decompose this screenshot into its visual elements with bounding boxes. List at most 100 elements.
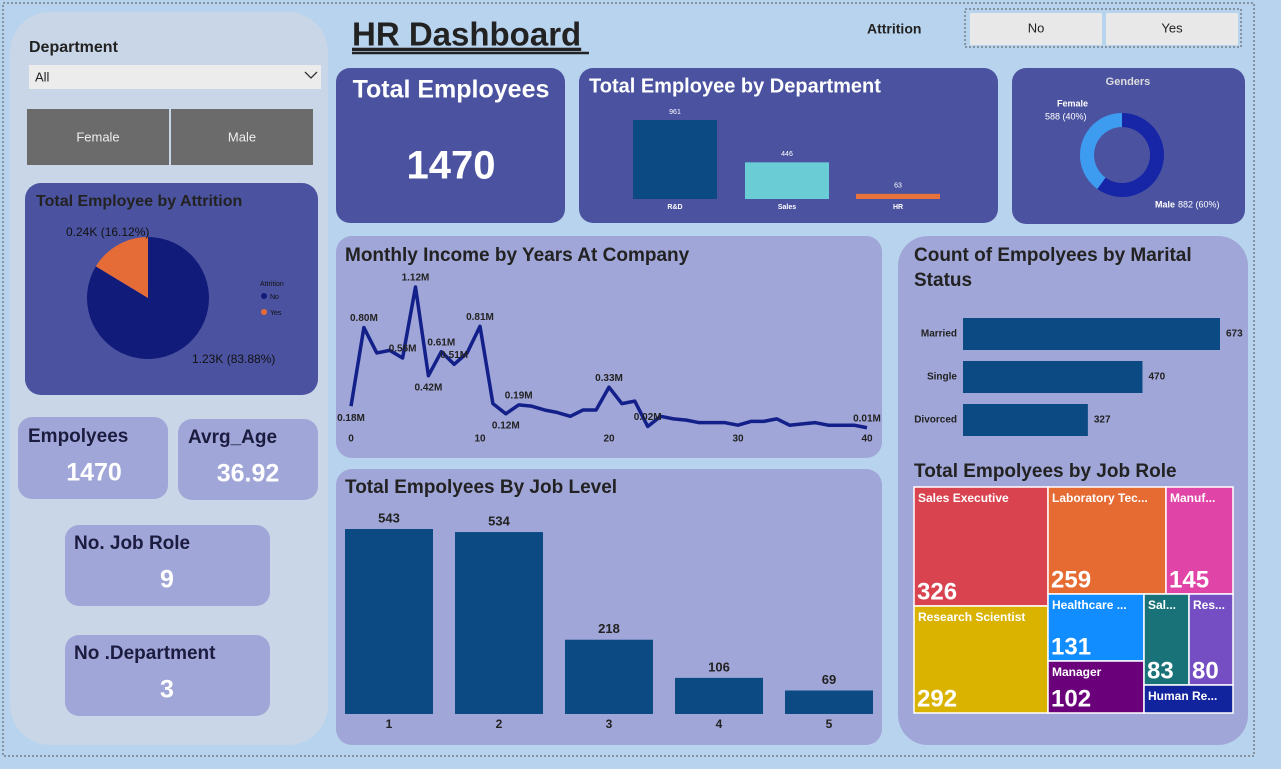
legend-swatch [261,293,267,299]
bar [455,532,543,714]
x-tick-label: 1 [386,717,393,731]
card [1012,68,1245,224]
x-tick-label: Sales [778,204,796,211]
x-tick-label: 5 [826,717,833,731]
tile-label: Res... [1193,598,1225,612]
slicer-button[interactable] [1106,13,1238,45]
x-tick-label: R&D [667,204,682,211]
kpi-value: 1470 [407,144,496,188]
slice-category: Female [1057,98,1088,108]
card [65,635,270,716]
treemap-tile [913,605,1049,714]
bar [963,361,1143,393]
x-tick-label: 20 [603,434,615,445]
card [18,417,168,499]
card [336,68,565,223]
value-label: 1.12M [402,273,430,284]
value-label: 446 [781,151,793,158]
card [336,236,882,458]
kpi-label: Empolyees [28,426,128,447]
slicer-label[interactable]: Yes [1161,20,1183,35]
slice [1080,113,1122,189]
filter-label: Department [29,39,119,56]
chart-title: Total Employee by Attrition [36,193,242,210]
card [178,419,318,500]
kpi-value: 9 [160,566,174,594]
treemap-tile [1047,486,1167,595]
kpi-value: 1470 [66,459,122,487]
slice [1097,113,1164,197]
tile-label: Laboratory Tec... [1052,491,1148,505]
line [349,285,868,430]
chevron [304,71,318,79]
value-label: 106 [708,659,730,674]
value-label: 131 [1051,633,1091,660]
x-tick-label: 4 [716,717,723,731]
value-label: 882 (60%) [1178,199,1220,209]
chart-title: Total Employee by Department [589,75,881,97]
x-tick-label: 2 [496,717,503,731]
value-label: 1.23K (83.88%) [192,352,275,366]
chart-title: Genders [1106,76,1151,88]
dropdown-box[interactable] [29,65,321,89]
bar [745,162,829,199]
value-label: 326 [917,578,957,605]
value-label: 0.24K (16.12%) [66,225,149,239]
slicer-button[interactable] [970,13,1102,45]
slicer-button[interactable] [171,109,313,165]
y-tick-label: Single [927,372,957,383]
y-tick-label: Married [921,329,957,340]
legend-label: No [270,294,279,301]
value-label: 0.42M [415,382,443,393]
slicer-button[interactable] [27,109,169,165]
value-label: 218 [598,621,620,636]
kpi-label: No .Department [74,643,216,664]
value-label: 673 [1226,329,1243,340]
x-tick-label: 0 [348,434,354,445]
kpi-value: 3 [160,676,174,704]
y-tick-label: Divorced [914,415,957,426]
chart-title: Total Empolyees By Job Level [345,477,617,498]
bar [565,639,653,714]
value-label: 0.61M [427,337,455,348]
value-label: 259 [1051,566,1091,593]
kpi-label: No. Job Role [74,533,190,554]
value-label: 327 [1094,415,1111,426]
value-label: 543 [378,510,400,525]
tile-label: Research Scientist [918,610,1025,624]
slicer-label[interactable]: Female [76,129,119,144]
tile-label: Sales Executive [918,491,1009,505]
slice [95,237,148,298]
bar [963,318,1220,350]
bar [785,690,873,714]
chart-title: Count of Empolyees by Marital Status [914,245,1192,291]
slicer-label[interactable]: No [1028,20,1045,35]
value-label: 0.56M [389,344,417,355]
value-label: 63 [894,183,902,190]
dropdown[interactable]: All [29,65,321,89]
bar [963,404,1088,436]
legend-swatch [261,309,267,315]
card [65,525,270,606]
tile-label: Manager [1052,665,1102,679]
value-label: 470 [1148,372,1165,383]
x-tick-label: 40 [861,434,873,445]
tile-label: Manuf... [1170,491,1215,505]
value-label: 0.81M [466,312,494,323]
slicer-label[interactable]: Male [228,129,256,144]
value-label: 961 [669,109,681,116]
x-tick-label: HR [893,204,903,211]
value-label: 0.19M [505,391,533,402]
value-label: 69 [822,672,836,687]
treemap-tile [1165,486,1234,595]
x-tick-label: 3 [606,717,613,731]
tile-label: Human Re... [1148,689,1217,703]
slicer-frame [964,8,1242,48]
x-tick-label: 30 [732,434,744,445]
dropdown-value[interactable]: All [35,69,50,84]
value-label: 0.01M [853,413,881,424]
treemap-tile [1188,593,1234,686]
value-label: 0.51M [440,350,468,361]
value-label: 102 [1051,685,1091,712]
